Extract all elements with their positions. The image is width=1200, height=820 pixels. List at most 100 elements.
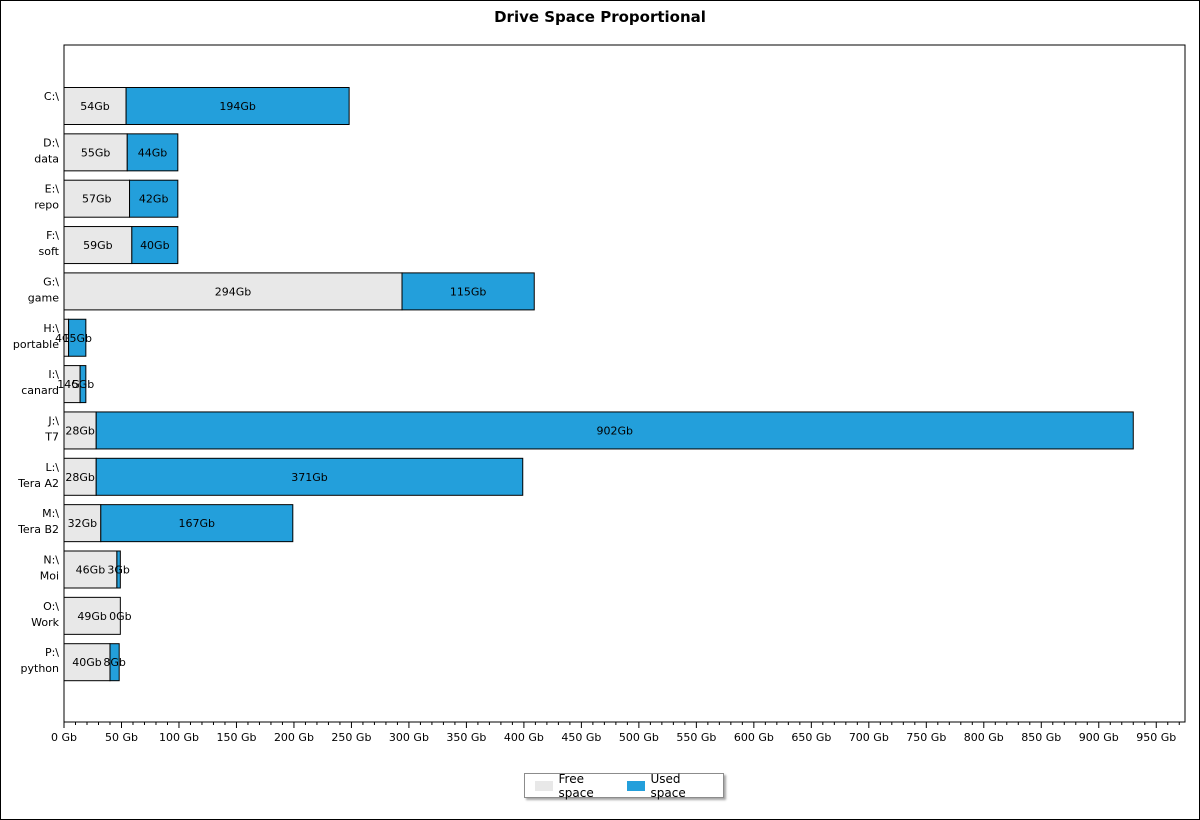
bar-label-used: 44Gb <box>138 146 168 159</box>
category-drive-label: F:\ <box>46 229 59 242</box>
x-tick-label: 300 Gb <box>389 731 429 744</box>
category-drive-label: P:\ <box>45 646 59 659</box>
chart-title: Drive Space Proportional <box>494 8 706 26</box>
category-name-label: T7 <box>44 430 59 443</box>
x-tick-label: 400 Gb <box>504 731 544 744</box>
bar-label-free: 49Gb <box>77 610 107 623</box>
x-tick-label: 600 Gb <box>734 731 774 744</box>
x-tick-label: 700 Gb <box>849 731 889 744</box>
bar-label-used: 902Gb <box>596 424 633 437</box>
x-tick-label: 500 Gb <box>619 731 659 744</box>
category-name-label: python <box>21 662 60 675</box>
legend-swatch-free <box>535 780 553 791</box>
category-drive-label: C:\ <box>44 90 59 103</box>
bar-label-free: 54Gb <box>80 100 110 113</box>
category-name-label: data <box>34 152 59 165</box>
bar-free <box>63 596 121 635</box>
bar-label-used: 115Gb <box>450 285 487 298</box>
category-name-label: Tera A2 <box>17 477 59 490</box>
x-tick-label: 150 Gb <box>216 731 256 744</box>
category-name-label: soft <box>39 245 60 258</box>
x-tick-label: 650 Gb <box>791 731 831 744</box>
category-drive-label: E:\ <box>45 183 60 196</box>
bar-free <box>63 550 118 589</box>
bar-used <box>95 411 1134 450</box>
bar-label-used: 371Gb <box>291 471 328 484</box>
x-tick-label: 250 Gb <box>331 731 371 744</box>
x-tick-label: 900 Gb <box>1079 731 1119 744</box>
bar-label-used: 42Gb <box>139 193 169 206</box>
category-drive-label: L:\ <box>45 461 59 474</box>
bar-label-used: 167Gb <box>179 517 216 530</box>
bar-used <box>126 133 179 172</box>
bar-label-free: 294Gb <box>215 285 252 298</box>
category-drive-label: D:\ <box>43 136 59 149</box>
bar-used <box>68 318 87 357</box>
bar-label-used: 8Gb <box>103 656 126 669</box>
bar-used <box>131 226 179 265</box>
bar-label-used: 40Gb <box>140 239 170 252</box>
bar-label-free: 32Gb <box>68 517 98 530</box>
x-tick-label: 950 Gb <box>1136 731 1176 744</box>
bar-used <box>100 504 294 543</box>
category-drive-label: M:\ <box>42 507 59 520</box>
bar-free <box>63 133 128 172</box>
x-tick-label: 550 Gb <box>676 731 716 744</box>
bar-label-free: 28Gb <box>65 471 95 484</box>
bar-used <box>116 550 121 589</box>
category-name-label: canard <box>21 384 59 397</box>
category-name-label: Tera B2 <box>17 523 59 536</box>
bar-used <box>95 457 524 496</box>
bar-label-free: 46Gb <box>76 564 106 577</box>
category-drive-label: H:\ <box>43 322 59 335</box>
legend: Free space Used space <box>524 771 724 800</box>
bar-used <box>125 87 350 125</box>
x-tick-label: 50 Gb <box>105 731 138 744</box>
x-tick-label: 200 Gb <box>274 731 314 744</box>
bar-free <box>63 226 133 265</box>
category-name-label: game <box>28 291 59 304</box>
bar-free <box>63 457 97 496</box>
category-drive-label: N:\ <box>43 554 59 567</box>
plot-area <box>63 44 1186 723</box>
category-drive-label: O:\ <box>43 600 59 613</box>
category-drive-label: J:\ <box>47 414 59 427</box>
bar-label-free: 40Gb <box>72 656 102 669</box>
bar-free <box>63 504 102 543</box>
category-drive-label: I:\ <box>48 368 59 381</box>
bar-free <box>63 643 111 682</box>
bar-label-free: 28Gb <box>65 424 95 437</box>
bar-label-used: 0Gb <box>109 610 132 623</box>
bar-label-used: 15Gb <box>62 332 92 345</box>
x-tick-label: 450 Gb <box>561 731 601 744</box>
bar-label-free: 55Gb <box>81 146 111 159</box>
category-drive-label: G:\ <box>43 275 59 288</box>
bar-used <box>401 272 535 311</box>
bar-label-free: 14Gb <box>57 378 87 391</box>
legend-item-free: Free space <box>535 772 615 800</box>
legend-label-free: Free space <box>558 771 594 800</box>
x-tick-label: 0 Gb <box>51 731 77 744</box>
x-tick-label: 800 Gb <box>964 731 1004 744</box>
bar-label-used: 3Gb <box>107 564 130 577</box>
bar-free <box>63 411 97 450</box>
bar-free <box>63 179 131 218</box>
bar-label-used: 194Gb <box>219 100 256 113</box>
category-name-label: Work <box>31 616 59 629</box>
x-tick-label: 850 Gb <box>1021 731 1061 744</box>
legend-item-used: Used space <box>626 771 711 800</box>
legend-label-used: Used space <box>650 771 686 800</box>
category-name-label: portable <box>13 338 59 351</box>
category-name-label: repo <box>34 199 59 212</box>
bar-label-used: 5Gb <box>72 378 95 391</box>
bar-used <box>79 365 87 404</box>
legend-swatch-used <box>626 780 645 791</box>
bar-used <box>109 643 120 682</box>
bar-free <box>63 87 127 125</box>
bar-used <box>129 179 179 218</box>
bar-label-free: 57Gb <box>82 193 112 206</box>
x-tick-label: 100 Gb <box>159 731 199 744</box>
x-tick-label: 750 Gb <box>906 731 946 744</box>
